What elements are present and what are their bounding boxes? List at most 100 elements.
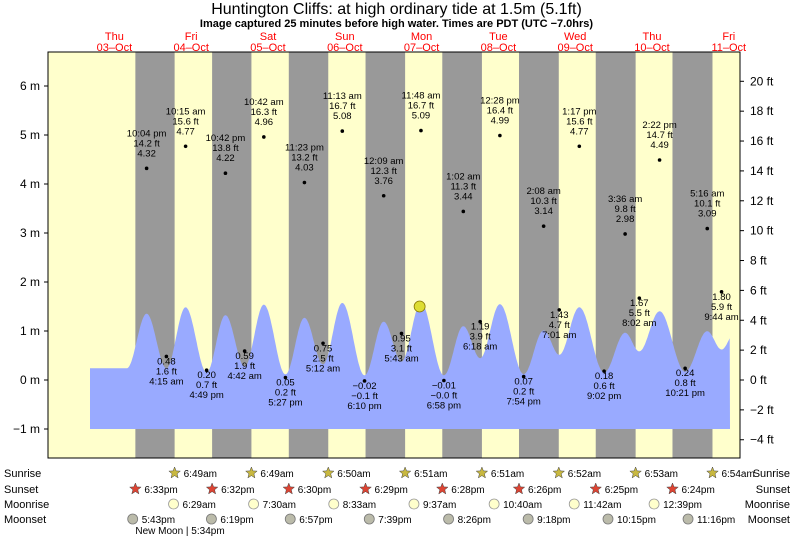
low-tide-label: 5:12 am: [306, 363, 340, 374]
low-tide-label: −0.0 ft: [431, 390, 458, 401]
moonset-time: 6:19pm: [220, 515, 253, 526]
high-tide-label: 10.3 ft: [530, 196, 557, 207]
astro-row-label: Moonset: [748, 514, 790, 526]
high-tide-label: 2:22 pm: [642, 120, 676, 131]
day-date-label: 10–Oct: [634, 42, 669, 54]
day-date-label: 07–Oct: [404, 42, 439, 54]
astro-row-label: Moonrise: [745, 499, 790, 511]
moonrise-time: 7:30am: [263, 500, 296, 511]
moonset-icon: [206, 513, 217, 525]
sunrise-time: 6:50am: [337, 469, 370, 480]
high-tide-label: 4.77: [176, 126, 195, 137]
low-tide-label: 7:54 pm: [507, 397, 541, 408]
high-tide-label: 11:13 am: [323, 91, 362, 102]
high-tide-label: 5:16 am: [690, 189, 724, 200]
sunrise-icon: [245, 466, 258, 479]
chart-subtitle: Image captured 25 minutes before high wa…: [199, 18, 594, 30]
high-tide-label: 15.6 ft: [172, 116, 199, 127]
high-tide-point: [381, 193, 386, 198]
high-tide-label: 10.1 ft: [694, 199, 721, 210]
high-tide-point: [657, 158, 662, 162]
high-tide-label: 11:23 pm: [285, 143, 324, 154]
moonrise-icon: [648, 498, 660, 510]
low-tide-point: [521, 374, 526, 379]
sunrise-icon: [629, 466, 642, 479]
low-tide-label: 1.6 ft: [156, 366, 177, 377]
high-tide-label: 2:08 am: [526, 186, 560, 197]
high-tide-point: [144, 166, 149, 171]
day-date-label: 08–Oct: [481, 42, 516, 54]
y-tick-label-m: 6 m: [20, 79, 40, 93]
moonrise-icon: [328, 498, 340, 510]
moonrise-time: 12:39pm: [663, 500, 702, 511]
high-tide-point: [183, 144, 188, 149]
low-tide-label: 0.07: [514, 377, 533, 388]
low-tide-label: 10:21 pm: [665, 388, 705, 399]
y-tick-label-m: 2 m: [20, 275, 40, 289]
high-tide-label: 15.6 ft: [566, 116, 593, 127]
sunrise-icon: [321, 466, 335, 479]
day-name-label: Fri: [185, 31, 198, 43]
sunrise-time: 6:49am: [260, 469, 293, 480]
high-tide-label: 4.77: [570, 126, 589, 137]
low-tide-point: [478, 319, 482, 324]
high-tide-label: 4.03: [295, 163, 314, 174]
low-tide-point: [242, 349, 247, 353]
low-tide-label: 0.6 ft: [594, 381, 615, 392]
low-tide-label: 0.24: [676, 368, 695, 379]
low-tide-label: 0.8 ft: [675, 378, 696, 389]
high-tide-label: 1:02 am: [446, 171, 480, 182]
high-tide-label: 3.44: [454, 191, 473, 202]
low-tide-label: 5.5 ft: [629, 308, 650, 319]
high-tide-label: 2.98: [616, 214, 635, 225]
y-tick-label-m: 4 m: [20, 177, 40, 191]
high-tide-point: [705, 226, 710, 231]
day-name-label: Tue: [489, 31, 508, 43]
high-tide-label: 13.2 ft: [291, 153, 318, 164]
sunrise-time: 6:51am: [491, 469, 524, 480]
low-tide-point: [283, 375, 288, 380]
day-date-label: 06–Oct: [327, 42, 362, 54]
day-date-label: 11–Oct: [711, 42, 746, 54]
high-tide-label: 16.3 ft: [251, 107, 278, 118]
sunrise-time: 6:54am: [721, 469, 754, 480]
day-name-label: Fri: [722, 31, 735, 43]
low-tide-point: [321, 341, 325, 346]
high-tide-label: 16.4 ft: [487, 105, 514, 116]
high-tide-label: 10:42 am: [244, 97, 284, 108]
new-moon-label: New Moon | 5:34pm: [135, 526, 224, 537]
low-tide-label: 6:58 pm: [427, 400, 461, 411]
low-tide-label: 1.9 ft: [234, 361, 255, 372]
moonrise-icon: [488, 498, 500, 510]
low-tide-point: [637, 296, 642, 300]
low-tide-label: 3.9 ft: [470, 332, 491, 343]
high-tide-label: 9.8 ft: [615, 204, 636, 215]
high-tide-label: 13.8 ft: [212, 143, 239, 154]
high-tide-label: 3:36 am: [608, 194, 642, 205]
moonset-time: 8:26pm: [458, 515, 491, 526]
sunset-time: 6:24pm: [681, 485, 714, 496]
high-tide-label: 11:48 am: [402, 91, 441, 102]
low-tide-label: 5.9 ft: [711, 302, 732, 313]
plot-frame: [47, 51, 741, 459]
high-tide-label: 16.7 ft: [329, 101, 356, 112]
low-tide-label: 9:44 am: [704, 312, 738, 323]
high-tide-label: 3.14: [534, 206, 553, 217]
day-name-label: Thu: [643, 31, 662, 43]
y-tick-label-ft: 18 ft: [750, 104, 774, 118]
low-tide-label: 5:27 pm: [268, 398, 302, 409]
low-tide-label: 3.1 ft: [391, 343, 412, 354]
low-tide-label: 0.75: [314, 343, 333, 354]
low-tide-point: [164, 354, 169, 359]
moonset-icon: [284, 513, 296, 525]
sunset-time: 6:33pm: [144, 485, 177, 496]
low-tide-point: [204, 368, 209, 373]
day-name-label: Sun: [335, 31, 355, 43]
moonset-icon: [363, 513, 375, 525]
low-tide-point: [719, 290, 724, 294]
y-tick-label-m: 0 m: [20, 373, 40, 387]
day-name-label: Mon: [411, 31, 432, 43]
y-tick-label-m: −1 m: [13, 422, 40, 436]
low-tide-point: [602, 369, 606, 373]
